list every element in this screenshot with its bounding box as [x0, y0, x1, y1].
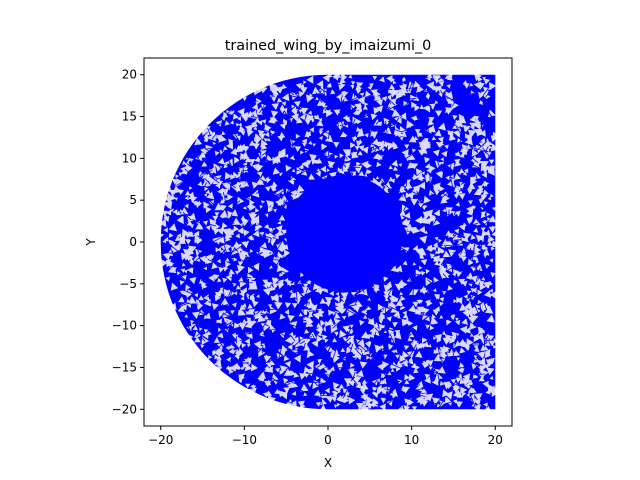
y-axis-label: Y	[84, 238, 98, 247]
mesh-dense-core	[286, 175, 404, 293]
x-tick-label: 0	[324, 433, 332, 447]
x-axis-label: X	[324, 456, 332, 470]
y-tick-label: 10	[122, 151, 137, 165]
y-tick-label: 5	[129, 193, 137, 207]
x-tick-label: −10	[232, 433, 257, 447]
x-axis-ticks: −20 −10 0 10 20	[148, 426, 503, 447]
mesh-edges	[162, 75, 496, 410]
mesh-plot	[158, 71, 500, 414]
chart-title: trained_wing_by_imaizumi_0	[225, 38, 432, 54]
mesh-gaps	[158, 71, 500, 414]
y-tick-label: −20	[112, 402, 137, 416]
y-tick-label: 20	[122, 68, 137, 82]
y-tick-label: 0	[129, 235, 137, 249]
x-tick-label: 10	[404, 433, 419, 447]
y-tick-label: −15	[112, 360, 137, 374]
y-tick-label: −5	[119, 277, 137, 291]
x-tick-label: 20	[488, 433, 503, 447]
y-tick-label: 15	[122, 110, 137, 124]
y-tick-label: −10	[112, 319, 137, 333]
x-tick-label: −20	[148, 433, 173, 447]
y-axis-ticks: −20 −15 −10 −5 0 5 10 15 20	[112, 68, 144, 416]
